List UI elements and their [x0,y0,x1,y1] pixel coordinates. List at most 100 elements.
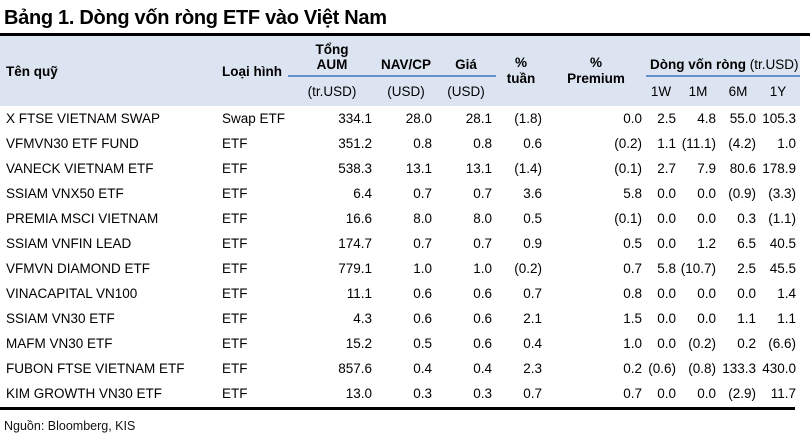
pct-week-cell: 2.3 [496,356,546,381]
title-rule [0,33,810,36]
fund-type-cell: ETF [212,181,288,206]
pct-premium-cell: (0.2) [546,131,646,156]
fund-type-cell: ETF [212,281,288,306]
flow-6m-cell: 133.3 [720,356,760,381]
flow-6m-cell: 0.3 [720,206,760,231]
bottom-rule [0,407,795,410]
fund-type-cell: ETF [212,131,288,156]
nav-cell: 0.5 [376,331,436,356]
fund-name-cell: VFMVN30 ETF FUND [0,131,212,156]
aum-cell: 779.1 [288,256,376,281]
flow-6m-cell: 80.6 [720,156,760,181]
flow-6m-cell: 55.0 [720,106,760,131]
col-header-aum: Tổng AUM [288,36,376,77]
pct-premium-cell: 0.2 [546,356,646,381]
flow-1m-cell: 0.0 [680,281,720,306]
flow-1w-cell: 0.0 [646,331,680,356]
aum-cell: 15.2 [288,331,376,356]
flow-1w-cell: 0.0 [646,381,680,406]
table-row: VFMVN DIAMOND ETF ETF 779.1 1.0 1.0 (0.2) 0.7 5… [0,256,801,281]
price-cell: 8.0 [436,206,496,231]
flow-1y-cell: (1.1) [760,206,801,231]
fund-name-cell: VINACAPITAL VN100 [0,281,212,306]
flow-1m-cell: 0.0 [680,181,720,206]
aum-cell: 13.0 [288,381,376,406]
price-cell: 0.6 [436,331,496,356]
pct-premium-cell: 1.5 [546,306,646,331]
flow-1w-cell: 0.0 [646,181,680,206]
nav-cell: 8.0 [376,206,436,231]
flow-6m-cell: (4.2) [720,131,760,156]
flow-1m-cell: 7.9 [680,156,720,181]
nav-cell: 0.7 [376,181,436,206]
aum-cell: 857.6 [288,356,376,381]
col-group-net-flows: Dòng vốn ròng (tr.USD) [646,36,801,77]
nav-cell: 0.8 [376,131,436,156]
aum-cell: 11.1 [288,281,376,306]
pct-week-cell: 0.4 [496,331,546,356]
pct-week-cell: 0.9 [496,231,546,256]
flow-6m-cell: 2.5 [720,256,760,281]
fund-type-cell: ETF [212,381,288,406]
table-row: X FTSE VIETNAM SWAP Swap ETF 334.1 28.0 28.1… [0,106,801,131]
fund-name-cell: MAFM VN30 ETF [0,331,212,356]
flow-1m-cell: 1.2 [680,231,720,256]
flow-1y-cell: 178.9 [760,156,801,181]
flow-1y-cell: 40.5 [760,231,801,256]
flow-1m-cell: 4.8 [680,106,720,131]
flow-1m-cell: (11.1) [680,131,720,156]
subheader-nav-unit: (USD) [376,76,436,106]
pct-premium-cell: 0.7 [546,381,646,406]
flow-1y-cell: 1.0 [760,131,801,156]
aum-cell: 174.7 [288,231,376,256]
nav-cell: 0.6 [376,306,436,331]
price-cell: 0.7 [436,231,496,256]
flow-1w-cell: 2.5 [646,106,680,131]
table-row: SSIAM VN30 ETF ETF 4.3 0.6 0.6 2.1 1.5 0.0 0.0 1.… [0,306,801,331]
price-cell: 0.6 [436,281,496,306]
fund-type-cell: ETF [212,206,288,231]
nav-cell: 1.0 [376,256,436,281]
pct-week-cell: (1.4) [496,156,546,181]
subheader-1m: 1M [680,76,720,106]
pct-week-cell: 3.6 [496,181,546,206]
col-header-pct-week: % tuần [496,36,546,106]
col-header-price: Giá [436,36,496,77]
fund-type-cell: Swap ETF [212,106,288,131]
flow-1w-cell: (0.6) [646,356,680,381]
table-row: KIM GROWTH VN30 ETF ETF 13.0 0.3 0.3 0.7 0.7 0.… [0,381,801,406]
nav-cell: 0.7 [376,231,436,256]
source-note: Nguồn: Bloomberg, KIS [4,419,136,433]
table-row: SSIAM VNX50 ETF ETF 6.4 0.7 0.7 3.6 5.8 0.0 0.0(… [0,181,801,206]
pct-premium-cell: 0.7 [546,256,646,281]
table-row: FUBON FTSE VIETNAM ETF ETF 857.6 0.4 0.4 2.3 0… [0,356,801,381]
fund-name-cell: SSIAM VNFIN LEAD [0,231,212,256]
pct-week-cell: (0.2) [496,256,546,281]
flow-1m-cell: 0.0 [680,381,720,406]
fund-type-cell: ETF [212,306,288,331]
flow-1m-cell: (10.7) [680,256,720,281]
pct-week-cell: (1.8) [496,106,546,131]
price-cell: 0.4 [436,356,496,381]
nav-cell: 0.3 [376,381,436,406]
pct-week-cell: 0.7 [496,381,546,406]
price-cell: 0.3 [436,381,496,406]
flow-1y-cell: 105.3 [760,106,801,131]
table-row: VANECK VIETNAM ETF ETF 538.3 13.1 13.1 (1.4)(… [0,156,801,181]
flow-1y-cell: 430.0 [760,356,801,381]
flow-1w-cell: 0.0 [646,281,680,306]
flow-1y-cell: (6.6) [760,331,801,356]
pct-premium-cell: (0.1) [546,156,646,181]
flow-1w-cell: 0.0 [646,206,680,231]
subheader-6m: 6M [720,76,760,106]
flow-1m-cell: (0.8) [680,356,720,381]
pct-week-cell: 0.7 [496,281,546,306]
fund-type-cell: ETF [212,156,288,181]
price-cell: 28.1 [436,106,496,131]
table-row: PREMIA MSCI VIETNAM ETF 16.6 8.0 8.0 0.5 (0.1)… [0,206,801,231]
flow-1m-cell: 0.0 [680,206,720,231]
flow-1y-cell: 45.5 [760,256,801,281]
flow-1m-cell: 0.0 [680,306,720,331]
table-row: SSIAM VNFIN LEAD ETF 174.7 0.7 0.7 0.9 0.5 0.0 1… [0,231,801,256]
